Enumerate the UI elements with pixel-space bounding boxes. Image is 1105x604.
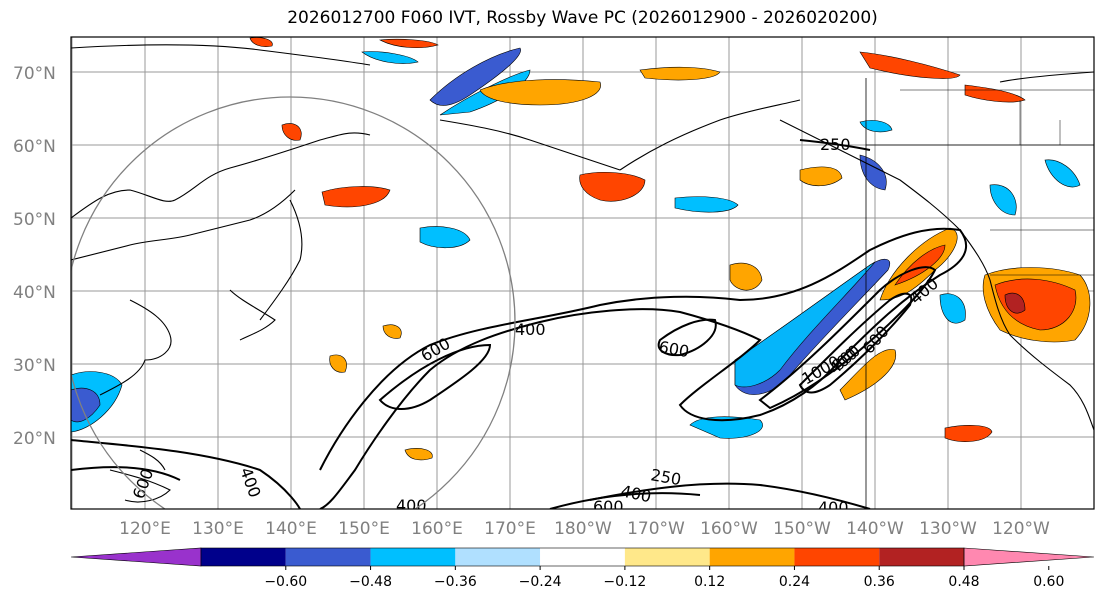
colorbar-swatch <box>370 548 456 566</box>
lon-label: 140°W <box>846 519 904 539</box>
graticule <box>71 37 1094 509</box>
colorbar-tick-label: 0.36 <box>864 574 895 590</box>
contour-label: 400 <box>515 320 546 339</box>
colorbar-swatch <box>709 548 795 566</box>
colorbar-swatch <box>285 548 371 566</box>
colorbar-extension-high <box>963 547 1095 567</box>
contour-label: 600 <box>593 497 624 516</box>
lon-label: 130°W <box>919 519 977 539</box>
colorbar-swatch <box>455 548 541 566</box>
lon-label: 130°E <box>192 519 244 539</box>
lat-label: 20°N <box>13 429 56 449</box>
colorbar-tick-label: −0.36 <box>434 574 477 590</box>
colorbar-tick-label: 0.12 <box>694 574 725 590</box>
lon-label: 150°W <box>773 519 831 539</box>
colorbar-swatch <box>540 548 625 566</box>
map-layers: 250 400 600 400 600 400 600 1000 800 250… <box>71 37 1094 517</box>
colorbar: −0.60 −0.48 −0.36 −0.24 −0.12 0.12 0.24 0.36 0.4… <box>70 547 1095 590</box>
lat-label: 50°N <box>13 210 56 230</box>
colorbar-tick-label: −0.12 <box>603 574 646 590</box>
lon-label: 120°E <box>119 519 171 539</box>
lon-label: 150°E <box>338 519 390 539</box>
lat-label: 40°N <box>13 283 56 303</box>
colorbar-swatch <box>879 548 964 566</box>
contour-label: 400 <box>818 498 849 517</box>
colorbar-tick-label: −0.60 <box>264 574 307 590</box>
lon-label: 140°E <box>265 519 317 539</box>
lat-label: 60°N <box>13 137 56 157</box>
colorbar-tick-label: −0.24 <box>519 574 562 590</box>
colorbar-tick-label: 0.24 <box>779 574 810 590</box>
colorbar-tick-label: −0.48 <box>349 574 392 590</box>
lon-label: 180°W <box>554 519 612 539</box>
colorbar-outline <box>200 547 965 567</box>
lon-label: 120°W <box>992 519 1050 539</box>
map-frame <box>70 36 1095 510</box>
lon-label: 160°E <box>411 519 463 539</box>
lat-label: 70°N <box>13 64 56 84</box>
region-circle <box>71 96 516 509</box>
lon-label: 160°W <box>700 519 758 539</box>
colorbar-swatch <box>624 548 710 566</box>
colorbar-tick-label: 0.60 <box>1033 574 1064 590</box>
lon-label: 170°W <box>627 519 685 539</box>
lat-label: 30°N <box>13 356 56 376</box>
coastlines <box>71 44 1094 509</box>
ivt-contours <box>71 139 967 509</box>
colorbar-swatch <box>794 548 880 566</box>
latitude-labels: 70°N 60°N 50°N 40°N 30°N 20°N <box>13 64 56 449</box>
lon-label: 170°E <box>484 519 536 539</box>
anomaly-patches <box>71 37 1091 461</box>
contour-label: 250 <box>820 135 851 154</box>
colorbar-tick-label: 0.48 <box>948 574 979 590</box>
colorbar-extension-low <box>70 547 202 567</box>
colorbar-swatch <box>201 548 286 566</box>
longitude-labels: 120°E 130°E 140°E 150°E 160°E 170°E 180°… <box>119 519 1050 539</box>
contour-label: 400 <box>396 496 427 515</box>
map-title: 2026012700 F060 IVT, Rossby Wave PC (202… <box>287 8 878 28</box>
